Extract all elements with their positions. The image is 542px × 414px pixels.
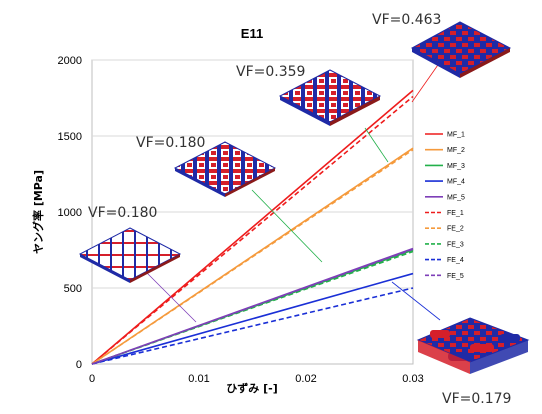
legend: MF_1 MF_2 MF_3 MF_4 MF_5 FE_1 FE_2 FE_3 FE_4 FE_5	[425, 132, 465, 280]
legend-label-fe_1: FE_1	[447, 210, 464, 217]
leader-vf-0359	[364, 127, 389, 163]
legend-label-mf_4: MF_4	[447, 179, 465, 186]
series-line-fe_1	[91, 95, 414, 365]
legend-label-mf_1: MF_1	[447, 132, 465, 139]
x-tick-label: 0.02	[295, 373, 316, 385]
y-tick-label: 2000	[58, 55, 82, 67]
leader-vf-0180-b	[141, 267, 197, 323]
leader-vf-0179	[391, 281, 441, 321]
x-tick-label: 0.01	[188, 373, 209, 385]
fabric-image-vf-0180-b	[78, 227, 182, 283]
legend-label-fe_3: FE_3	[447, 241, 464, 248]
series-line-fe_5	[91, 248, 414, 365]
annotation-vf-0463: VF=0.463	[372, 12, 441, 28]
x-tick-label: 0	[89, 373, 95, 385]
legend-label-mf_5: MF_5	[447, 194, 465, 201]
y-axis-label: ヤング率 [MPa]	[31, 170, 45, 254]
fabric-image-vf-0463	[410, 21, 512, 78]
annotation-leaders	[141, 61, 441, 323]
x-axis-label: ひずみ [-]	[226, 381, 277, 395]
annotation-vf-0359: VF=0.359	[236, 64, 305, 80]
y-tick-label: 1500	[58, 131, 82, 143]
y-tick-label: 0	[76, 359, 82, 371]
y-tick-label: 500	[64, 283, 82, 295]
fabric-image-vf-0359	[278, 69, 382, 126]
leader-vf-0463	[411, 61, 441, 103]
y-tick-labels: 0 500 1000 1500 2000	[58, 55, 82, 371]
series-line-mf_4	[91, 272, 414, 365]
series-line-fe_4	[91, 287, 414, 365]
legend-label-fe_4: FE_4	[447, 257, 464, 264]
legend-label-fe_2: FE_2	[447, 226, 464, 233]
x-tick-label: 0.03	[402, 373, 423, 385]
legend-label-mf_3: MF_3	[447, 163, 465, 170]
fabric-image-vf-0179	[416, 317, 530, 374]
annotation-vf-0179: VF=0.179	[442, 391, 511, 407]
x-tick-labels: 0 0.01 0.02 0.03	[89, 373, 424, 385]
leader-vf-0180-a	[251, 189, 323, 263]
series-line-fe_2	[91, 149, 414, 365]
legend-label-mf_2: MF_2	[447, 147, 465, 154]
y-tick-label: 1000	[58, 207, 82, 219]
annotation-vf-0180-a: VF=0.180	[136, 135, 205, 151]
series-line-mf_1	[91, 89, 414, 365]
legend-label-fe_5: FE_5	[447, 273, 464, 280]
chart-title: E11	[241, 26, 263, 41]
series-layer	[91, 89, 414, 365]
fabric-image-vf-0180-a	[173, 141, 277, 197]
annotation-vf-0180-b: VF=0.180	[88, 205, 157, 221]
